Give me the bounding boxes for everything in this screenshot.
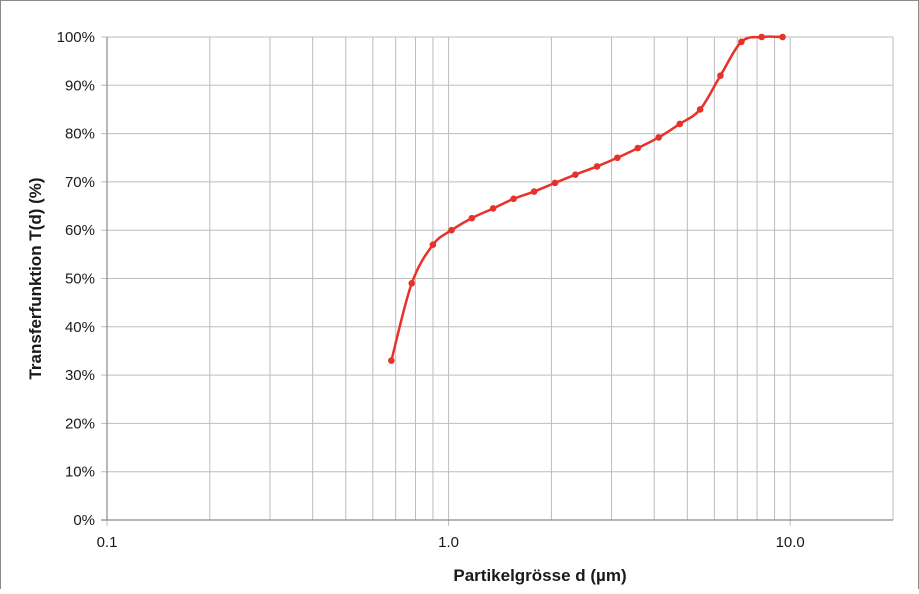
- data-point: [676, 120, 684, 128]
- y-tick-label: 30%: [65, 367, 95, 384]
- data-point: [779, 33, 786, 41]
- data-point: [510, 195, 517, 203]
- data-point: [489, 205, 497, 212]
- data-point: [634, 144, 642, 152]
- y-tick-label: 100%: [57, 29, 95, 46]
- x-tick-label: 1.0: [438, 534, 459, 551]
- y-axis-ticks: 0% 10% 20% 30% 40% 50% 60% 70% 80% 90% 100%: [57, 29, 95, 529]
- grid: [101, 36, 894, 526]
- y-tick-label: 80%: [65, 126, 95, 143]
- y-tick-label: 70%: [65, 174, 95, 191]
- y-tick-label: 60%: [65, 222, 95, 239]
- x-tick-label: 0.1: [97, 534, 118, 551]
- data-points: [388, 33, 786, 364]
- y-axis-title: Transferfunktion T(d) (%): [26, 177, 45, 379]
- data-point: [530, 188, 538, 195]
- data-point: [696, 106, 704, 113]
- data-point: [758, 33, 765, 41]
- data-point: [593, 163, 601, 170]
- y-tick-label: 40%: [65, 319, 95, 336]
- data-point: [614, 154, 621, 162]
- data-point: [572, 171, 579, 178]
- y-tick-label: 20%: [65, 415, 95, 432]
- data-point: [388, 357, 395, 364]
- y-tick-label: 0%: [73, 512, 95, 529]
- y-tick-label: 10%: [65, 464, 95, 481]
- data-point: [468, 214, 476, 222]
- x-axis-title: Partikelgrösse d (µm): [453, 566, 626, 585]
- data-point: [738, 38, 745, 46]
- y-tick-label: 90%: [65, 77, 95, 94]
- data-point: [551, 179, 559, 187]
- data-point: [408, 280, 416, 287]
- x-tick-label: 10.0: [776, 534, 805, 551]
- x-axis-ticks: 0.1 1.0 10.0: [97, 534, 805, 551]
- y-tick-label: 50%: [65, 271, 95, 288]
- data-point: [448, 226, 455, 234]
- data-point: [429, 241, 437, 248]
- data-point: [717, 72, 724, 79]
- data-point: [655, 134, 662, 141]
